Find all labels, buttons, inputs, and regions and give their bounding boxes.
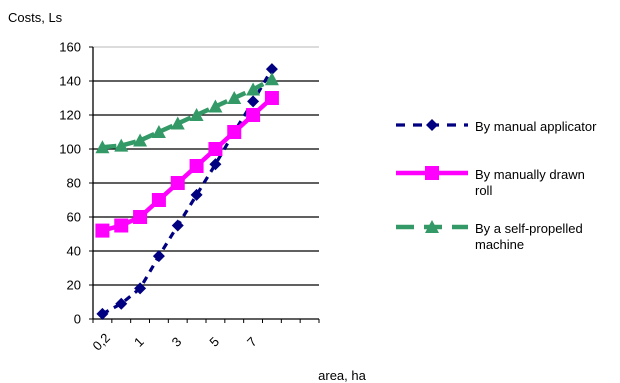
data-point-manual-0 bbox=[96, 307, 109, 320]
y-tick-label-140: 140 bbox=[59, 74, 81, 89]
data-point-roll-1 bbox=[114, 218, 129, 233]
legend-label-self-propelled-machine: By a self-propelled machine bbox=[475, 221, 583, 252]
data-point-self-0 bbox=[95, 140, 110, 154]
data-point-manual-1 bbox=[115, 297, 128, 310]
x-axis-title: area, ha bbox=[318, 368, 366, 383]
data-point-roll-2 bbox=[133, 210, 148, 224]
y-tick-label-80: 80 bbox=[67, 176, 81, 191]
legend-marker-roll bbox=[425, 166, 439, 180]
legend-marker-self bbox=[425, 220, 439, 233]
data-point-self-2 bbox=[133, 133, 148, 147]
data-point-self-1 bbox=[114, 138, 129, 152]
y-tick-label-20: 20 bbox=[67, 278, 81, 293]
data-point-self-6 bbox=[208, 99, 223, 113]
data-point-roll-7 bbox=[227, 125, 242, 139]
y-tick-label-0: 0 bbox=[74, 312, 81, 327]
data-point-manual-8 bbox=[247, 95, 260, 108]
y-axis-title: Costs, Ls bbox=[8, 10, 63, 25]
data-point-roll-4 bbox=[170, 176, 185, 190]
data-point-roll-6 bbox=[208, 142, 223, 156]
y-tick-label-100: 100 bbox=[59, 142, 81, 157]
data-point-manual-4 bbox=[171, 219, 184, 232]
data-point-manual-2 bbox=[134, 282, 147, 295]
data-point-self-5 bbox=[189, 108, 204, 121]
data-point-self-9 bbox=[264, 72, 279, 86]
data-point-roll-0 bbox=[95, 223, 110, 238]
y-tick-label-160: 160 bbox=[59, 40, 81, 55]
legend-marker-manual bbox=[426, 119, 438, 131]
x-tick-label-0: 0,2 bbox=[90, 330, 113, 353]
x-tick-label-8: 7 bbox=[244, 334, 260, 350]
data-point-manual-6 bbox=[209, 158, 222, 171]
data-point-roll-3 bbox=[151, 193, 166, 207]
data-point-self-8 bbox=[246, 82, 261, 96]
data-point-roll-8 bbox=[246, 108, 261, 122]
data-point-self-3 bbox=[151, 125, 166, 138]
legend-label-manual-applicator: By manual applicator bbox=[475, 119, 597, 134]
data-point-manual-5 bbox=[190, 188, 203, 201]
data-point-manual-3 bbox=[152, 250, 165, 263]
y-tick-label-60: 60 bbox=[67, 210, 81, 225]
y-tick-label-120: 120 bbox=[59, 108, 81, 123]
data-point-roll-9 bbox=[264, 91, 279, 105]
x-tick-label-6: 5 bbox=[206, 334, 222, 350]
data-point-manual-9 bbox=[265, 63, 278, 76]
x-tick-label-2: 1 bbox=[131, 334, 147, 350]
data-point-self-7 bbox=[227, 91, 242, 104]
series-line-self bbox=[102, 77, 273, 150]
x-tick-label-4: 3 bbox=[169, 334, 185, 350]
data-point-roll-5 bbox=[189, 159, 204, 173]
data-point-self-4 bbox=[170, 116, 185, 130]
series-line-manual bbox=[101, 68, 274, 316]
y-tick-label-40: 40 bbox=[67, 244, 81, 259]
series-line-roll bbox=[101, 96, 274, 233]
legend-label-manually-drawn-roll: By manually drawn roll bbox=[475, 167, 585, 198]
